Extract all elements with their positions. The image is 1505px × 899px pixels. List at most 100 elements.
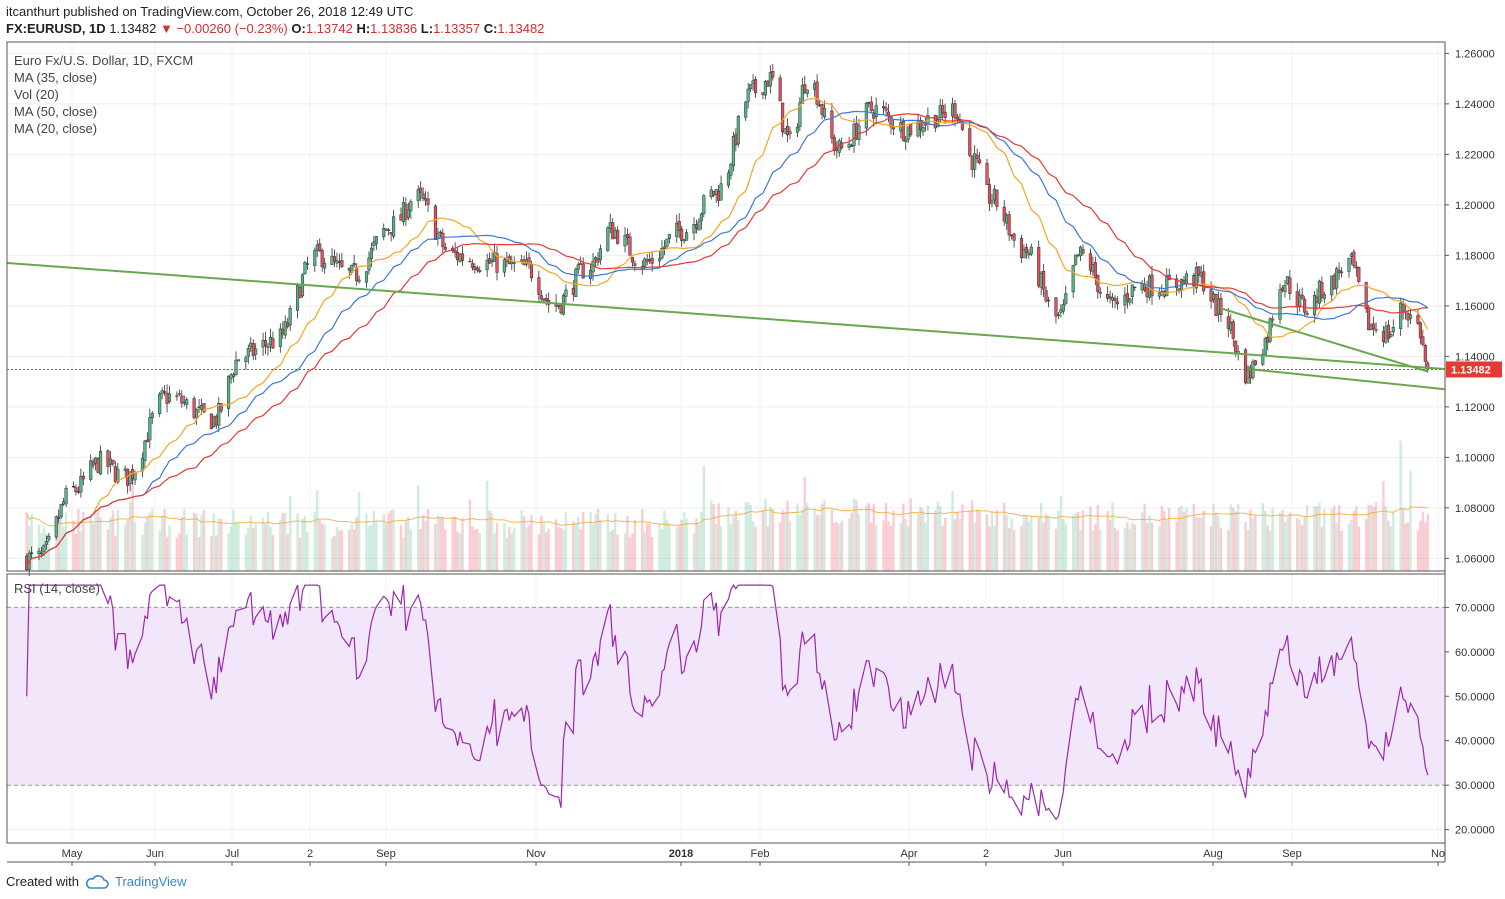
candle-body bbox=[544, 298, 548, 302]
candle-body bbox=[985, 163, 989, 185]
candle-body bbox=[1317, 280, 1321, 304]
tradingview-link[interactable]: TradingView bbox=[114, 874, 187, 889]
candle bbox=[47, 532, 51, 543]
volume-bar bbox=[956, 511, 959, 571]
author-name[interactable]: itcanthurt bbox=[6, 4, 60, 19]
candle bbox=[800, 77, 804, 104]
candle-body bbox=[89, 460, 93, 480]
volume-bar bbox=[461, 518, 464, 571]
trendline-channel bbox=[1247, 368, 1446, 391]
candle bbox=[1197, 266, 1201, 284]
candle-body bbox=[185, 399, 189, 405]
volume-bar bbox=[116, 509, 120, 571]
candle-body bbox=[1391, 327, 1395, 333]
candle-body bbox=[192, 398, 196, 418]
volume-bar bbox=[616, 534, 619, 571]
candle-body bbox=[1071, 265, 1075, 293]
candle-body bbox=[987, 184, 992, 204]
candle bbox=[185, 397, 189, 410]
candle-body bbox=[771, 71, 775, 78]
candle-body bbox=[433, 205, 437, 241]
candle bbox=[882, 100, 886, 115]
volume-bar bbox=[1182, 511, 1186, 571]
volume-bar bbox=[1096, 505, 1100, 571]
moving-averages bbox=[26, 97, 1429, 570]
candle-body bbox=[781, 102, 785, 133]
candle bbox=[91, 458, 95, 469]
volume-bar bbox=[857, 513, 861, 571]
volume-bar bbox=[1007, 527, 1011, 571]
volume-bar bbox=[1192, 503, 1196, 571]
volume-bar bbox=[286, 534, 289, 571]
candle-body bbox=[140, 458, 144, 472]
candle-body bbox=[320, 250, 324, 267]
candle bbox=[692, 217, 696, 241]
legend-ma20[interactable]: MA (20, close) bbox=[14, 121, 98, 136]
candle bbox=[731, 131, 735, 172]
candle-body bbox=[1108, 296, 1112, 299]
candle bbox=[182, 395, 186, 407]
candle-body bbox=[867, 102, 871, 104]
volume-bar bbox=[875, 524, 878, 571]
candle bbox=[1019, 234, 1024, 263]
price-tick-label: 1.08000 bbox=[1455, 503, 1495, 515]
candle bbox=[1298, 288, 1302, 312]
candle bbox=[1130, 284, 1134, 305]
volume-bar bbox=[1320, 526, 1324, 571]
volume-bar bbox=[192, 512, 196, 571]
candle bbox=[315, 239, 319, 258]
candle-body bbox=[1125, 293, 1129, 302]
volume-bar bbox=[74, 534, 78, 571]
candle bbox=[286, 317, 290, 329]
volume-bar bbox=[870, 522, 873, 571]
legend-ma35[interactable]: MA (35, close) bbox=[14, 70, 98, 85]
volume-bar bbox=[609, 531, 612, 571]
candle-body bbox=[778, 77, 782, 102]
candle-body bbox=[559, 304, 563, 313]
volume-bar bbox=[1126, 522, 1129, 571]
volume-bar bbox=[749, 505, 752, 571]
legend-symbol-title[interactable]: Euro Fx/U.S. Dollar, 1D, FXCM bbox=[14, 53, 194, 68]
candle-body bbox=[231, 374, 236, 378]
candle bbox=[867, 101, 871, 108]
candle bbox=[975, 148, 979, 164]
volume-bar bbox=[279, 519, 282, 571]
candle-body bbox=[818, 104, 822, 107]
candle bbox=[1098, 287, 1102, 298]
candle-body bbox=[630, 257, 634, 263]
candle-body bbox=[382, 228, 386, 238]
candle bbox=[968, 121, 972, 158]
volume-bar bbox=[348, 529, 351, 571]
rsi-line bbox=[26, 583, 1429, 821]
rsi-title[interactable]: RSI (14, close) bbox=[14, 581, 100, 596]
volume-bar bbox=[357, 491, 361, 571]
volume-bar bbox=[252, 528, 255, 571]
candle-body bbox=[660, 247, 664, 259]
candle-body bbox=[39, 552, 44, 555]
candle-body bbox=[830, 110, 834, 139]
candle bbox=[320, 248, 324, 272]
candle-body bbox=[145, 439, 149, 443]
volume-bar bbox=[1337, 504, 1341, 571]
candle-body bbox=[246, 348, 250, 357]
volume-bar bbox=[1059, 495, 1063, 571]
volume-bar bbox=[892, 510, 895, 571]
candle bbox=[106, 449, 110, 475]
candle-body bbox=[1389, 334, 1393, 337]
candle bbox=[1229, 313, 1233, 335]
candle-body bbox=[1076, 254, 1080, 257]
candle-body bbox=[441, 232, 445, 247]
candle-body bbox=[1012, 233, 1016, 241]
candle bbox=[177, 389, 181, 396]
volume-bar bbox=[985, 514, 989, 571]
volume-bar bbox=[352, 529, 356, 571]
candle-body bbox=[813, 83, 817, 90]
candle-body bbox=[96, 458, 100, 473]
candle bbox=[197, 398, 201, 414]
candle-body bbox=[891, 127, 895, 130]
candle bbox=[453, 242, 457, 258]
legend-vol[interactable]: Vol (20) bbox=[14, 87, 59, 102]
candle-body bbox=[847, 143, 851, 148]
legend-ma50[interactable]: MA (50, close) bbox=[14, 104, 98, 119]
